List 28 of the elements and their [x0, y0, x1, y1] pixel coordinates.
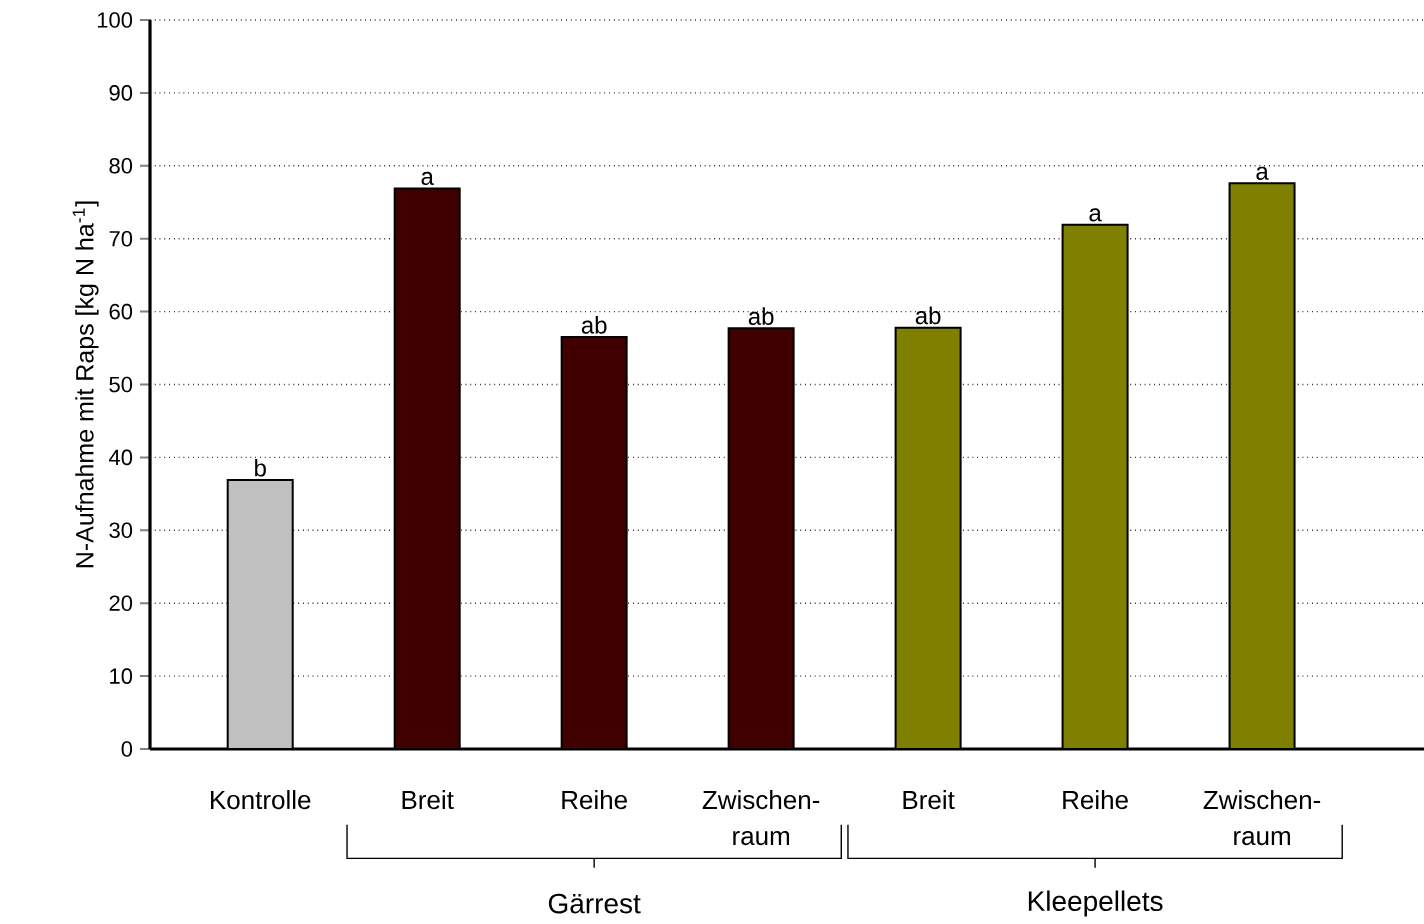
y-tick-label: 0 [121, 741, 133, 757]
y-tick-label: 60 [109, 303, 133, 320]
data-label: a [421, 171, 434, 186]
y-tick-label: 40 [108, 449, 133, 466]
x-tick-label: Breit [402, 790, 454, 810]
y-tick-label: 20 [109, 595, 133, 611]
y-tick-label: 70 [109, 230, 133, 247]
y-tick-label: 80 [109, 157, 133, 174]
x-tick-label: Kontrolle [211, 790, 311, 810]
data-label: ab [915, 306, 941, 325]
x-tick-label: Reihe [562, 790, 627, 810]
x-tick-label: Breit [903, 790, 955, 810]
x-tick-label: Zwischen-raum [702, 790, 820, 846]
y-tick-label: 90 [109, 85, 133, 101]
data-label: b [255, 458, 266, 477]
x-tick-label: Zwischen-raum [1203, 790, 1321, 846]
x-tick-label: Reihe [1063, 790, 1128, 810]
y-tick-label: 100 [97, 12, 133, 28]
y-tick-label: 30 [109, 522, 133, 539]
y-tick-label: 10 [110, 668, 133, 684]
data-label: a [1256, 166, 1269, 180]
data-label: ab [581, 316, 607, 334]
data-label: ab [748, 307, 774, 325]
text: Gärrest [548, 893, 641, 914]
y-axis-title: N-Aufnahme mit Raps [kg N ha$^{-1}$] [72, 201, 99, 568]
text: Kleepellets [1028, 890, 1163, 917]
y-tick-label: 50 [109, 376, 133, 393]
data-label: a [1089, 208, 1102, 222]
